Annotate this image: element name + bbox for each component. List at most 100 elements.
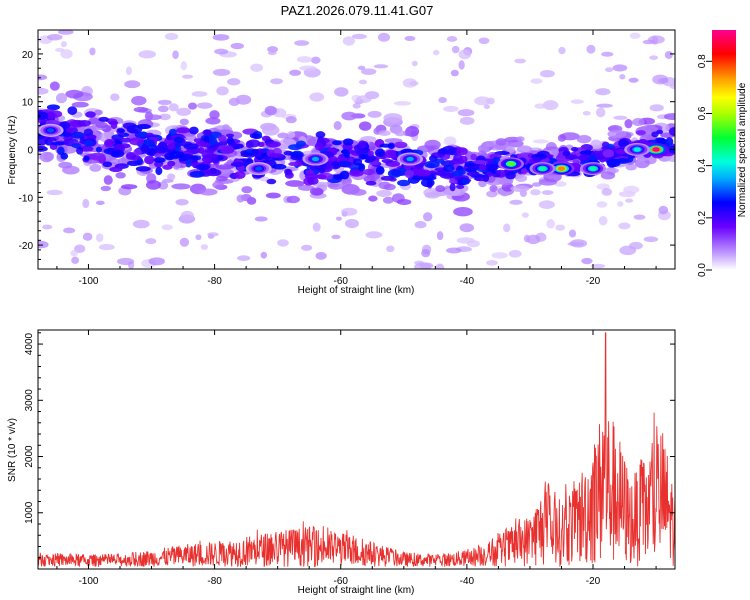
spectrogram-halo-cell — [625, 163, 637, 171]
spectrogram-band-cell — [342, 138, 354, 146]
spectrogram-noise-cell — [116, 257, 135, 266]
spectrogram-halo-cell — [383, 113, 403, 124]
spectrogram-band-cell — [315, 131, 326, 139]
spectrogram-x-tick-label: -80 — [207, 276, 222, 287]
spectrogram-noise-cell — [541, 190, 554, 195]
spectrogram-hotspot — [633, 147, 641, 152]
spectrogram-halo-cell — [228, 97, 240, 107]
spectrogram-halo-cell — [261, 124, 280, 136]
spectrogram-halo-cell — [333, 121, 342, 131]
spectrogram-noise-cell — [436, 231, 444, 241]
spectrogram-band-cell — [70, 131, 85, 139]
spectrogram-noise-cell — [598, 216, 608, 226]
spectrogram-noise-cell — [446, 36, 458, 42]
spectrogram-noise-cell — [259, 176, 270, 182]
spectrogram-band-cell — [167, 143, 176, 150]
snr-x-tick-label: -40 — [460, 576, 475, 587]
spectrogram-noise-cell — [299, 65, 317, 71]
spectrogram-band-cell — [251, 148, 259, 155]
spectrogram-noise-cell — [55, 47, 65, 53]
snr-x-tick-label: -60 — [334, 576, 349, 587]
spectrogram-band-cell — [565, 154, 579, 160]
spectrogram-band-cell — [110, 120, 118, 130]
spectrogram-noise-cell — [446, 247, 462, 254]
spectrogram-band-cell — [98, 116, 110, 122]
spectrogram-band-cell — [189, 126, 199, 135]
spectrogram-band-cell — [83, 139, 94, 147]
spectrogram-noise-cell — [216, 86, 229, 96]
spectrogram-halo-cell — [505, 145, 516, 154]
spectrogram-band-cell — [442, 164, 455, 173]
spectrogram-band-cell — [38, 111, 49, 120]
spectrogram-band-cell — [459, 155, 468, 164]
spectrogram-halo-cell — [241, 186, 253, 194]
spectrogram-band-cell — [146, 148, 158, 155]
snr-y-label: SNR (10 * v/v) — [7, 418, 18, 482]
colorbar-ticks: 0.0 0.2 0.4 0.6 0.8 — [697, 54, 712, 277]
spectrogram-noise-cell — [521, 212, 529, 218]
spectrogram-y-tick-label: 20 — [22, 50, 34, 61]
spectrogram-band-cell — [461, 178, 468, 185]
spectrogram-band-cell — [211, 157, 220, 164]
spectrogram-band-cell — [579, 154, 592, 159]
spectrogram-noise-cell — [633, 214, 646, 220]
spectrogram-hotspot — [46, 128, 55, 133]
spectrogram-band-cell — [140, 139, 155, 146]
spectrogram-band-cell — [272, 163, 287, 170]
spectrogram-noise-cell — [309, 92, 325, 102]
spectrogram-band-cell — [290, 154, 303, 161]
spectrogram-halo-cell — [382, 196, 394, 204]
spectrogram-band-cell — [183, 143, 199, 150]
spectrogram-noise-cell — [568, 229, 577, 238]
spectrogram-band-cell — [379, 143, 396, 148]
spectrogram-halo-cell — [396, 198, 412, 206]
spectrogram-noise-cell — [344, 218, 359, 229]
spectrogram-band-cell — [365, 180, 377, 186]
spectrogram-band-cell — [83, 155, 90, 161]
spectrogram-noise-cell — [649, 104, 664, 112]
spectrogram-noise-cell — [277, 239, 289, 247]
spectrogram-band-cell — [76, 146, 84, 155]
spectrogram-noise-cell — [595, 88, 611, 96]
spectrogram-band-cell — [385, 149, 397, 159]
spectrogram-band-cell — [314, 142, 324, 151]
spectrogram-halo-cell — [576, 134, 592, 144]
spectrogram-noise-cell — [555, 224, 566, 231]
spectrogram-halo-cell — [110, 93, 120, 101]
spectrogram-noise-cell — [301, 244, 313, 251]
spectrogram-band-cell — [83, 128, 94, 137]
spectrogram-halo-cell — [209, 110, 220, 120]
spectrogram-noise-cell — [175, 198, 189, 206]
spectrogram-noise-cell — [458, 60, 465, 70]
spectrogram-band-cell — [47, 137, 57, 142]
spectrogram-noise-cell — [596, 201, 608, 208]
spectrogram-band-cell — [343, 150, 351, 158]
spectrogram-band-cell — [483, 163, 498, 172]
spectrogram-halo-cell — [286, 131, 296, 139]
spectrogram-halo-cell — [424, 192, 440, 199]
spectrogram-band-cell — [473, 160, 488, 165]
spectrogram-band-cell — [374, 148, 386, 158]
spectrogram-noise-cell — [164, 32, 179, 41]
spectrogram-band-cell — [456, 147, 468, 156]
spectrogram-band-cell — [284, 168, 291, 175]
spectrogram-x-tick-label: -40 — [460, 276, 475, 287]
spectrogram-noise-cell — [605, 67, 614, 73]
spectrogram-noise-cell — [411, 60, 418, 67]
spectrogram-noise-cell — [98, 243, 115, 251]
spectrogram-noise-cell — [180, 60, 188, 71]
spectrogram-band-cell — [204, 157, 212, 165]
spectrogram-band-cell — [140, 144, 150, 154]
spectrogram-noise-cell — [71, 256, 80, 264]
spectrogram-noise-cell — [125, 66, 132, 76]
spectrogram-noise-cell — [530, 189, 541, 196]
colorbar-tick-label: 0.8 — [697, 54, 708, 68]
spectrogram-x-tick-label: -20 — [586, 276, 601, 287]
spectrogram-noise-cell — [530, 78, 543, 84]
spectrogram-halo-cell — [71, 101, 89, 108]
spectrogram-noise-cell — [331, 234, 341, 240]
spectrogram-noise-cell — [60, 49, 73, 59]
spectrogram-noise-cell — [404, 35, 416, 42]
spectrogram-band-cell — [129, 137, 145, 146]
